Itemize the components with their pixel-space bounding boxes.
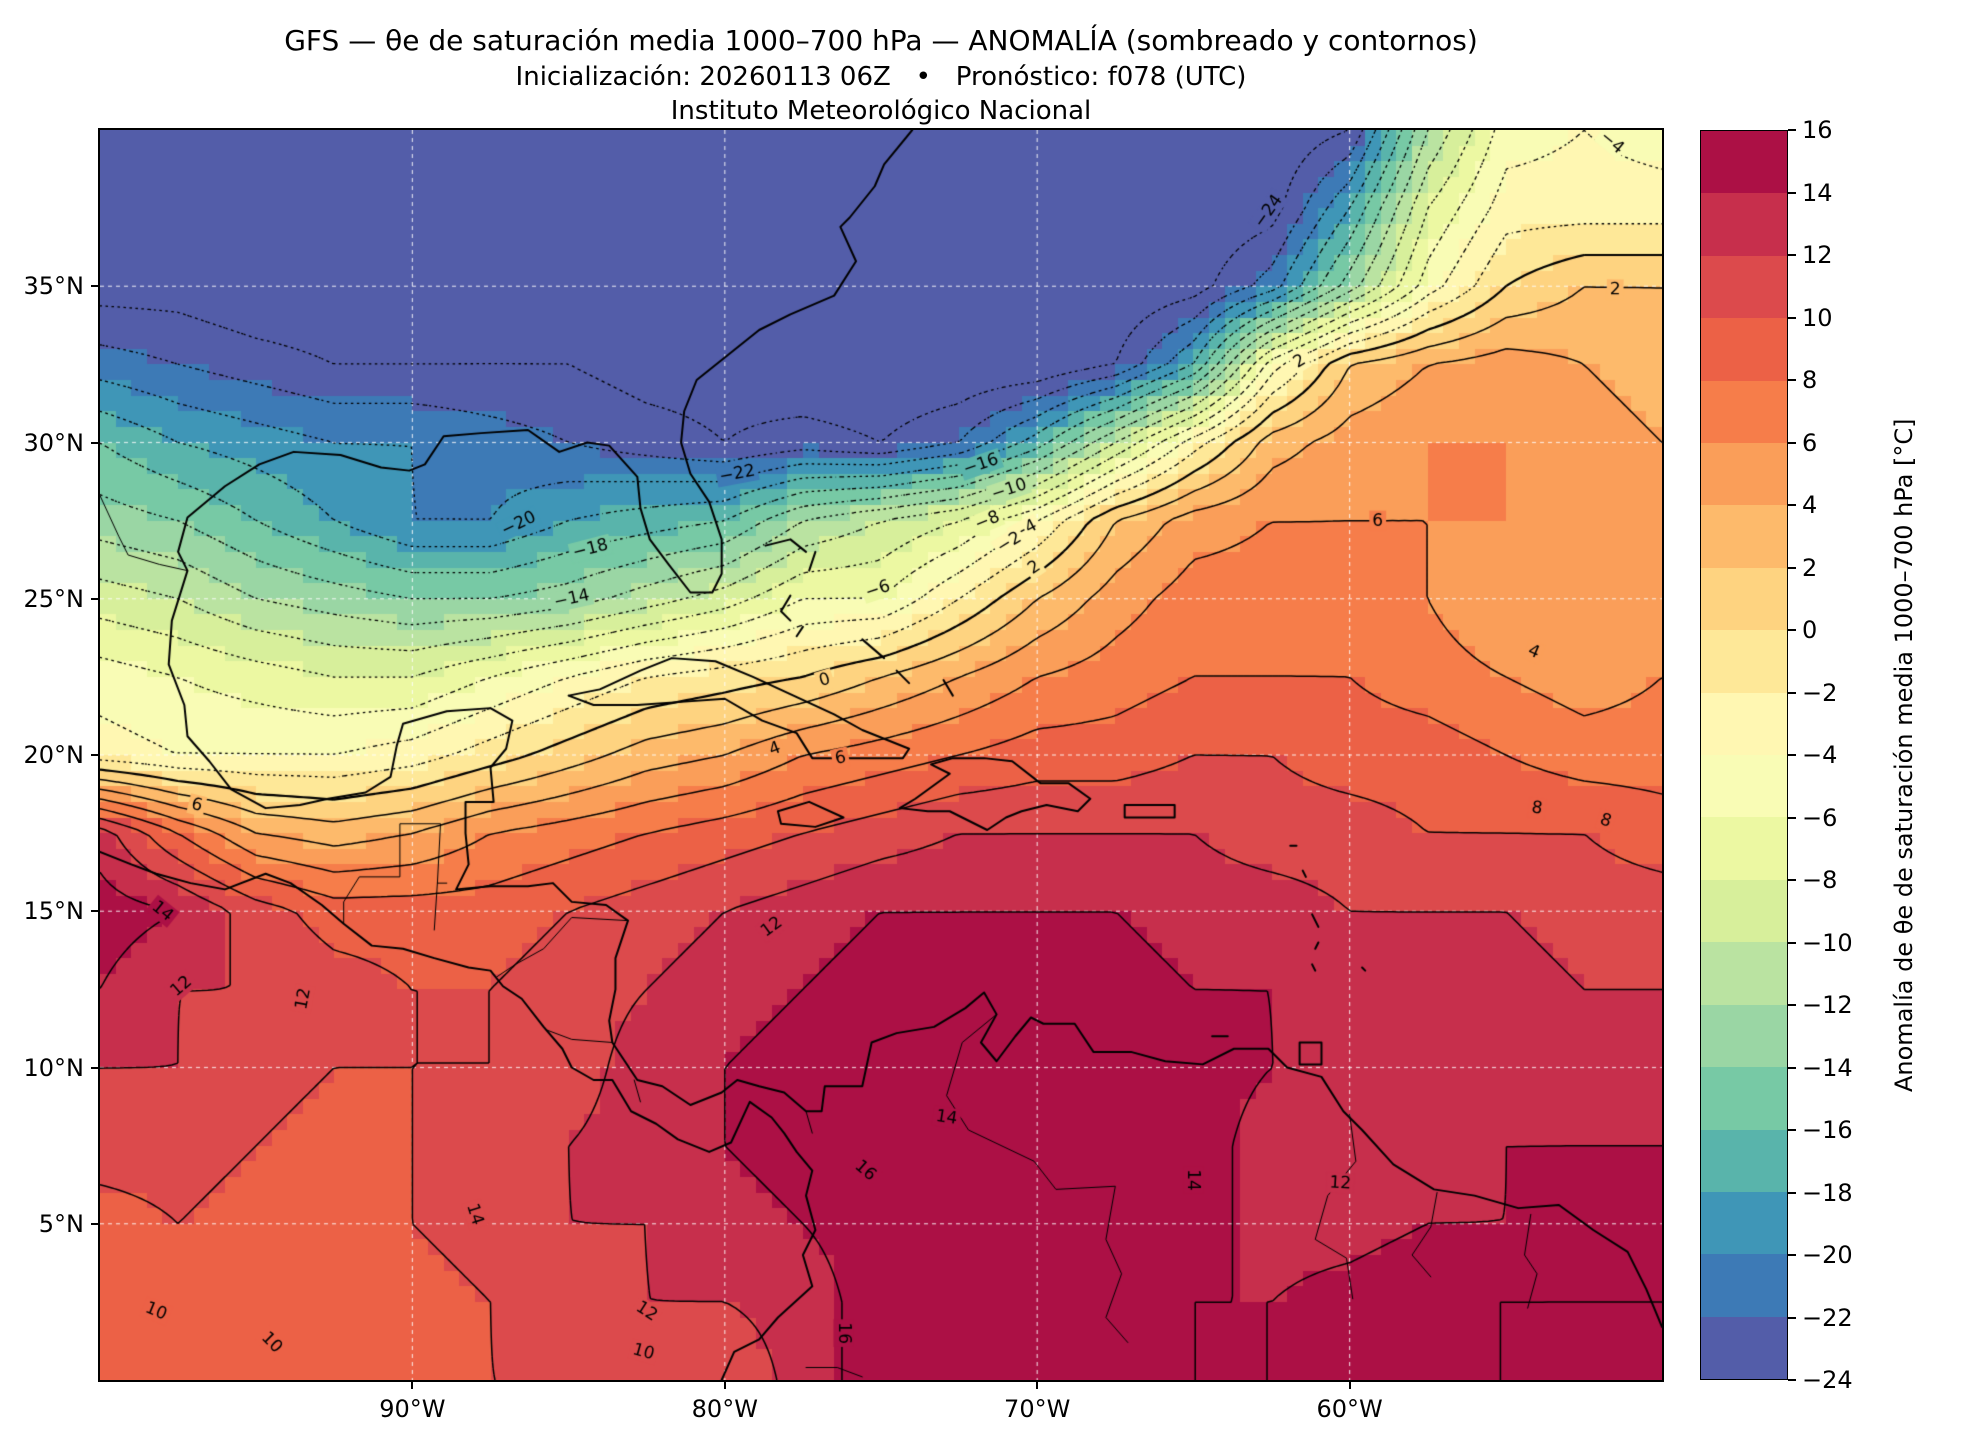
colorbar-tick-mark xyxy=(1788,1254,1796,1256)
colorbar-tick-label: −4 xyxy=(1802,741,1838,769)
map-plot-area xyxy=(100,130,1662,1380)
colorbar-segment xyxy=(1701,630,1787,693)
colorbar-tick-mark xyxy=(1788,1129,1796,1131)
chart-title: GFS — θe de saturación media 1000–700 hP… xyxy=(284,24,1478,57)
y-tick-mark xyxy=(91,754,100,756)
colorbar-tick-label: 12 xyxy=(1802,241,1833,269)
map-axes-frame xyxy=(98,128,1664,1382)
colorbar-tick-mark xyxy=(1788,1379,1796,1381)
colorbar-segment xyxy=(1701,692,1787,756)
colorbar-tick-mark xyxy=(1788,504,1796,506)
colorbar-tick-mark xyxy=(1788,754,1796,756)
y-tick-label: 35°N xyxy=(23,272,85,301)
colorbar-segment xyxy=(1701,380,1787,444)
colorbar-segment xyxy=(1701,755,1787,818)
colorbar-tick-label: −22 xyxy=(1802,1303,1853,1332)
colorbar-tick-label: 8 xyxy=(1802,366,1818,394)
colorbar xyxy=(1700,130,1788,1380)
colorbar-segment xyxy=(1701,255,1787,319)
colorbar-tick-mark xyxy=(1788,816,1796,819)
colorbar-segment xyxy=(1701,1254,1787,1317)
colorbar-tick-label: −24 xyxy=(1802,1366,1853,1394)
colorbar-segment xyxy=(1701,1067,1787,1130)
colorbar-tick-mark xyxy=(1788,191,1796,194)
y-tick-label: 15°N xyxy=(23,897,85,926)
y-tick-label: 5°N xyxy=(38,1209,84,1238)
y-tick-mark xyxy=(91,910,100,913)
colorbar-tick-label: 10 xyxy=(1802,303,1833,332)
chart-institution: Instituto Meteorológico Nacional xyxy=(670,96,1092,126)
colorbar-tick-mark xyxy=(1788,941,1796,944)
colorbar-tick-label: −10 xyxy=(1802,928,1853,957)
colorbar-tick-mark xyxy=(1788,1316,1796,1319)
colorbar-tick-label: −12 xyxy=(1802,991,1853,1019)
x-tick-mark xyxy=(411,1380,414,1389)
colorbar-tick-mark xyxy=(1788,441,1796,444)
colorbar-segment xyxy=(1701,505,1787,568)
colorbar-segment xyxy=(1701,193,1787,256)
x-tick-mark xyxy=(1036,1380,1039,1389)
colorbar-tick-label: −14 xyxy=(1802,1053,1853,1082)
colorbar-tick-label: 14 xyxy=(1802,178,1833,207)
colorbar-segment xyxy=(1701,879,1787,943)
colorbar-tick-mark xyxy=(1788,1066,1796,1069)
colorbar-tick-label: −16 xyxy=(1802,1116,1853,1144)
colorbar-tick-mark xyxy=(1788,129,1796,131)
x-tick-label: 60°W xyxy=(1316,1395,1383,1423)
y-tick-mark xyxy=(91,1066,100,1069)
colorbar-segment xyxy=(1701,1004,1787,1068)
colorbar-segment xyxy=(1701,131,1787,194)
colorbar-segment xyxy=(1701,1129,1787,1192)
colorbar-segment xyxy=(1701,1191,1787,1255)
colorbar-tick-mark xyxy=(1788,879,1796,881)
x-tick-label: 70°W xyxy=(1004,1395,1071,1423)
colorbar-tick-mark xyxy=(1788,379,1796,381)
colorbar-tick-label: 4 xyxy=(1802,491,1818,519)
colorbar-tick-label: −8 xyxy=(1802,866,1838,894)
colorbar-segment xyxy=(1701,318,1787,381)
colorbar-tick-label: −2 xyxy=(1802,678,1838,707)
x-tick-mark xyxy=(723,1380,726,1389)
y-tick-mark xyxy=(91,285,100,288)
y-tick-mark xyxy=(91,441,100,444)
y-tick-mark xyxy=(91,597,100,600)
y-tick-label: 30°N xyxy=(23,428,85,457)
x-tick-label: 80°W xyxy=(691,1395,758,1423)
y-tick-label: 25°N xyxy=(23,584,85,613)
colorbar-tick-label: 16 xyxy=(1802,116,1833,144)
colorbar-tick-mark xyxy=(1788,254,1796,256)
y-tick-mark xyxy=(91,1222,100,1225)
colorbar-segment xyxy=(1701,443,1787,506)
anomaly-field-canvas xyxy=(100,130,1662,1380)
colorbar-tick-mark xyxy=(1788,629,1796,631)
colorbar-tick-mark xyxy=(1788,566,1796,569)
x-tick-label: 90°W xyxy=(379,1395,446,1423)
chart-subtitle: Inicialización: 20260113 06Z • Pronóstic… xyxy=(515,62,1247,92)
colorbar-tick-mark xyxy=(1788,1004,1796,1006)
colorbar-tick-label: 0 xyxy=(1802,616,1818,644)
colorbar-tick-label: 6 xyxy=(1802,428,1818,457)
colorbar-tick-label: 2 xyxy=(1802,553,1818,582)
colorbar-tick-label: −6 xyxy=(1802,803,1838,832)
colorbar-label: Anomalía de θe de saturación media 1000–… xyxy=(1890,418,1918,1092)
colorbar-tick-label: −18 xyxy=(1802,1178,1853,1207)
y-tick-label: 20°N xyxy=(23,741,85,769)
colorbar-tick-mark xyxy=(1788,691,1796,694)
colorbar-segment xyxy=(1701,1316,1787,1380)
y-tick-label: 10°N xyxy=(23,1053,85,1082)
colorbar-segment xyxy=(1701,567,1787,631)
x-tick-mark xyxy=(1348,1380,1351,1389)
colorbar-segment xyxy=(1701,817,1787,880)
colorbar-tick-label: −20 xyxy=(1802,1241,1853,1269)
colorbar-segment xyxy=(1701,942,1787,1005)
colorbar-tick-mark xyxy=(1788,316,1796,319)
colorbar-tick-mark xyxy=(1788,1191,1796,1194)
